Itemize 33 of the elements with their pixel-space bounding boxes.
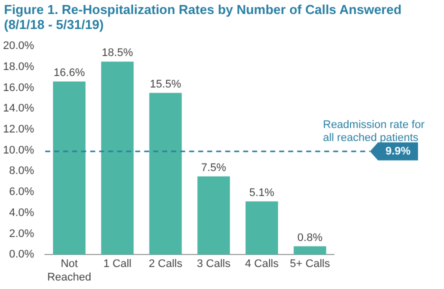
data-label: 16.6% [54,66,86,79]
chart-title: Figure 1. Re-Hospitalization Rates by Number of Calls Answered [4,2,403,17]
data-label: 15.5% [150,78,182,90]
x-tick-label: 3 Calls [196,258,231,270]
chart-subtitle: (8/1/18 - 5/31/19) [4,17,105,32]
bar [53,81,86,255]
y-tick-label: 10.0% [2,144,34,156]
data-label: 18.5% [102,47,134,60]
y-tick-label: 18.0% [2,60,34,73]
y-tick-label: 6.0% [9,186,34,198]
y-tick-label: 2.0% [9,228,34,240]
x-tick-label: 5+ Calls [290,258,330,270]
bar [197,176,230,255]
x-tick-label: Not Reached [47,258,92,284]
data-label: 5.1% [249,186,275,199]
data-label: 7.5% [201,162,226,174]
ref-line-label: 9.9% [385,145,411,158]
x-tick-label: 1 Call [103,258,132,270]
bar [101,62,134,255]
x-tick-label: 4 Calls [244,258,280,270]
annotation: Readmission rate for all reached patients [323,119,426,146]
bar [246,201,278,255]
y-tick-label: 16.0% [2,82,34,94]
y-tick-label: 14.0% [2,102,34,115]
y-tick-label: 20.0% [2,40,34,52]
y-tick-label: 8.0% [9,165,34,178]
bar [149,92,182,255]
y-tick-label: 0.0% [9,248,34,261]
y-tick-label: 4.0% [9,206,34,219]
data-label: 0.8% [297,232,323,244]
y-tick-label: 12.0% [2,123,34,136]
x-tick-label: 2 Calls [148,258,183,270]
bar [294,246,326,255]
